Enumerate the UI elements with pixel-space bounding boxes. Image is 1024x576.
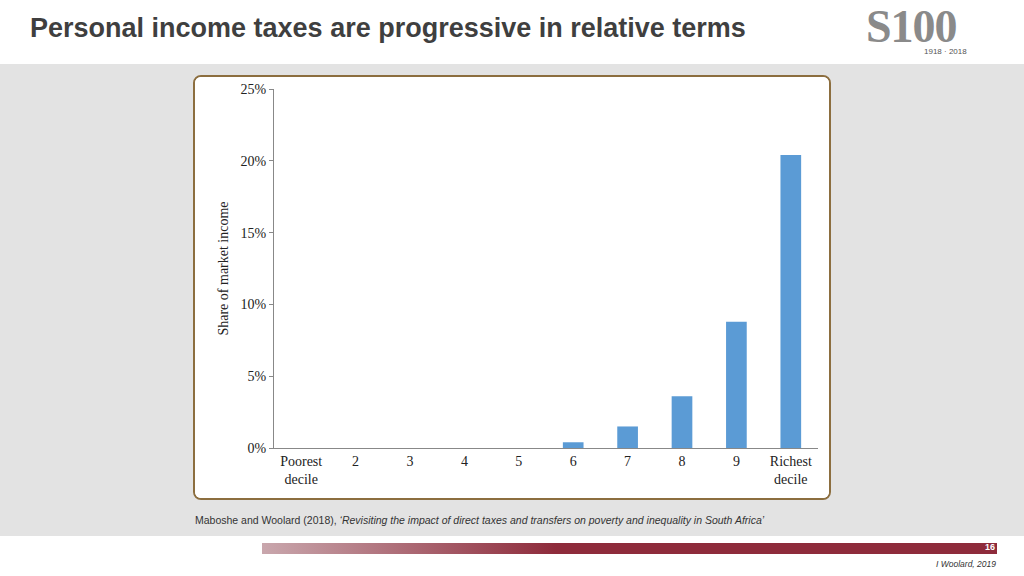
svg-text:8: 8 [679, 454, 686, 469]
html-text:I Woolard, 2019: I Woolard, 2019 [936, 559, 996, 569]
svg-text:2: 2 [352, 454, 359, 469]
html-text:16: 16 [985, 542, 995, 552]
svg-text:9: 9 [733, 454, 740, 469]
svg-text:6: 6 [570, 454, 577, 469]
svg-text:5: 5 [515, 454, 522, 469]
svg-text:25%: 25% [241, 82, 267, 97]
svg-text:5%: 5% [248, 369, 267, 384]
svg-text:10%: 10% [241, 297, 267, 312]
svg-text:7: 7 [624, 454, 631, 469]
svg-text:0%: 0% [248, 441, 267, 456]
svg-text:4: 4 [461, 454, 468, 469]
svg-text:3: 3 [407, 454, 414, 469]
svg-text:Share of market income: Share of market income [216, 201, 231, 335]
svg-text:Poorestdecile: Poorestdecile [280, 454, 322, 487]
html-text:1918 · 2018: 1918 · 2018 [924, 47, 967, 56]
svg-text:20%: 20% [241, 154, 267, 169]
svg-text:15%: 15% [241, 226, 267, 241]
html-text:Maboshe and Woolard (2018), ‘R: Maboshe and Woolard (2018), ‘Revisiting … [195, 514, 765, 526]
html-text:S100: S100 [866, 1, 957, 52]
html-text:Personal income taxes are prog: Personal income taxes are progressive in… [30, 13, 746, 43]
svg-text:Richestdecile: Richestdecile [770, 454, 812, 487]
